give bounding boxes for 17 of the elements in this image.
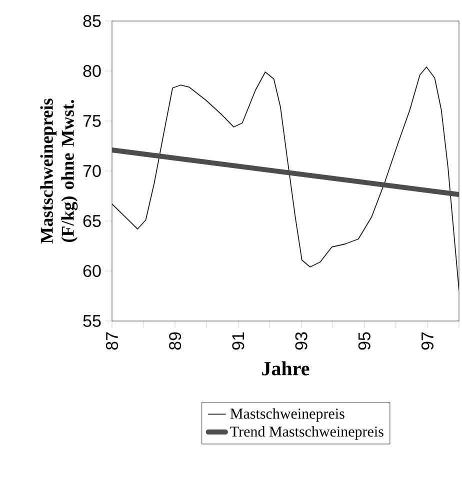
legend-label: Trend Mastschweinepreis — [230, 426, 384, 440]
y-tick-label: 60 — [83, 264, 101, 278]
x-tick-label: 97 — [421, 332, 434, 350]
y-tick-label: 85 — [83, 14, 101, 28]
x-tick-label: 91 — [232, 332, 244, 350]
legend-label: Mastschweinepreis — [230, 408, 344, 422]
y-tick-label: 75 — [83, 115, 101, 127]
x-tick-label: 89 — [169, 332, 182, 350]
x-tick-label: 95 — [358, 332, 370, 350]
y-tick-label: 65 — [83, 214, 101, 228]
x-tick-label: 93 — [295, 332, 308, 350]
y-tick-label: 55 — [83, 315, 101, 327]
x-axis-title: Jahre — [262, 361, 310, 376]
x-tick-label: 87 — [106, 332, 118, 350]
y-tick-label: 70 — [83, 164, 101, 178]
y-axis-title: Mastschweinepreis (F/kg) ohne Mwst. — [40, 98, 78, 244]
y-tick-label: 80 — [83, 64, 101, 78]
